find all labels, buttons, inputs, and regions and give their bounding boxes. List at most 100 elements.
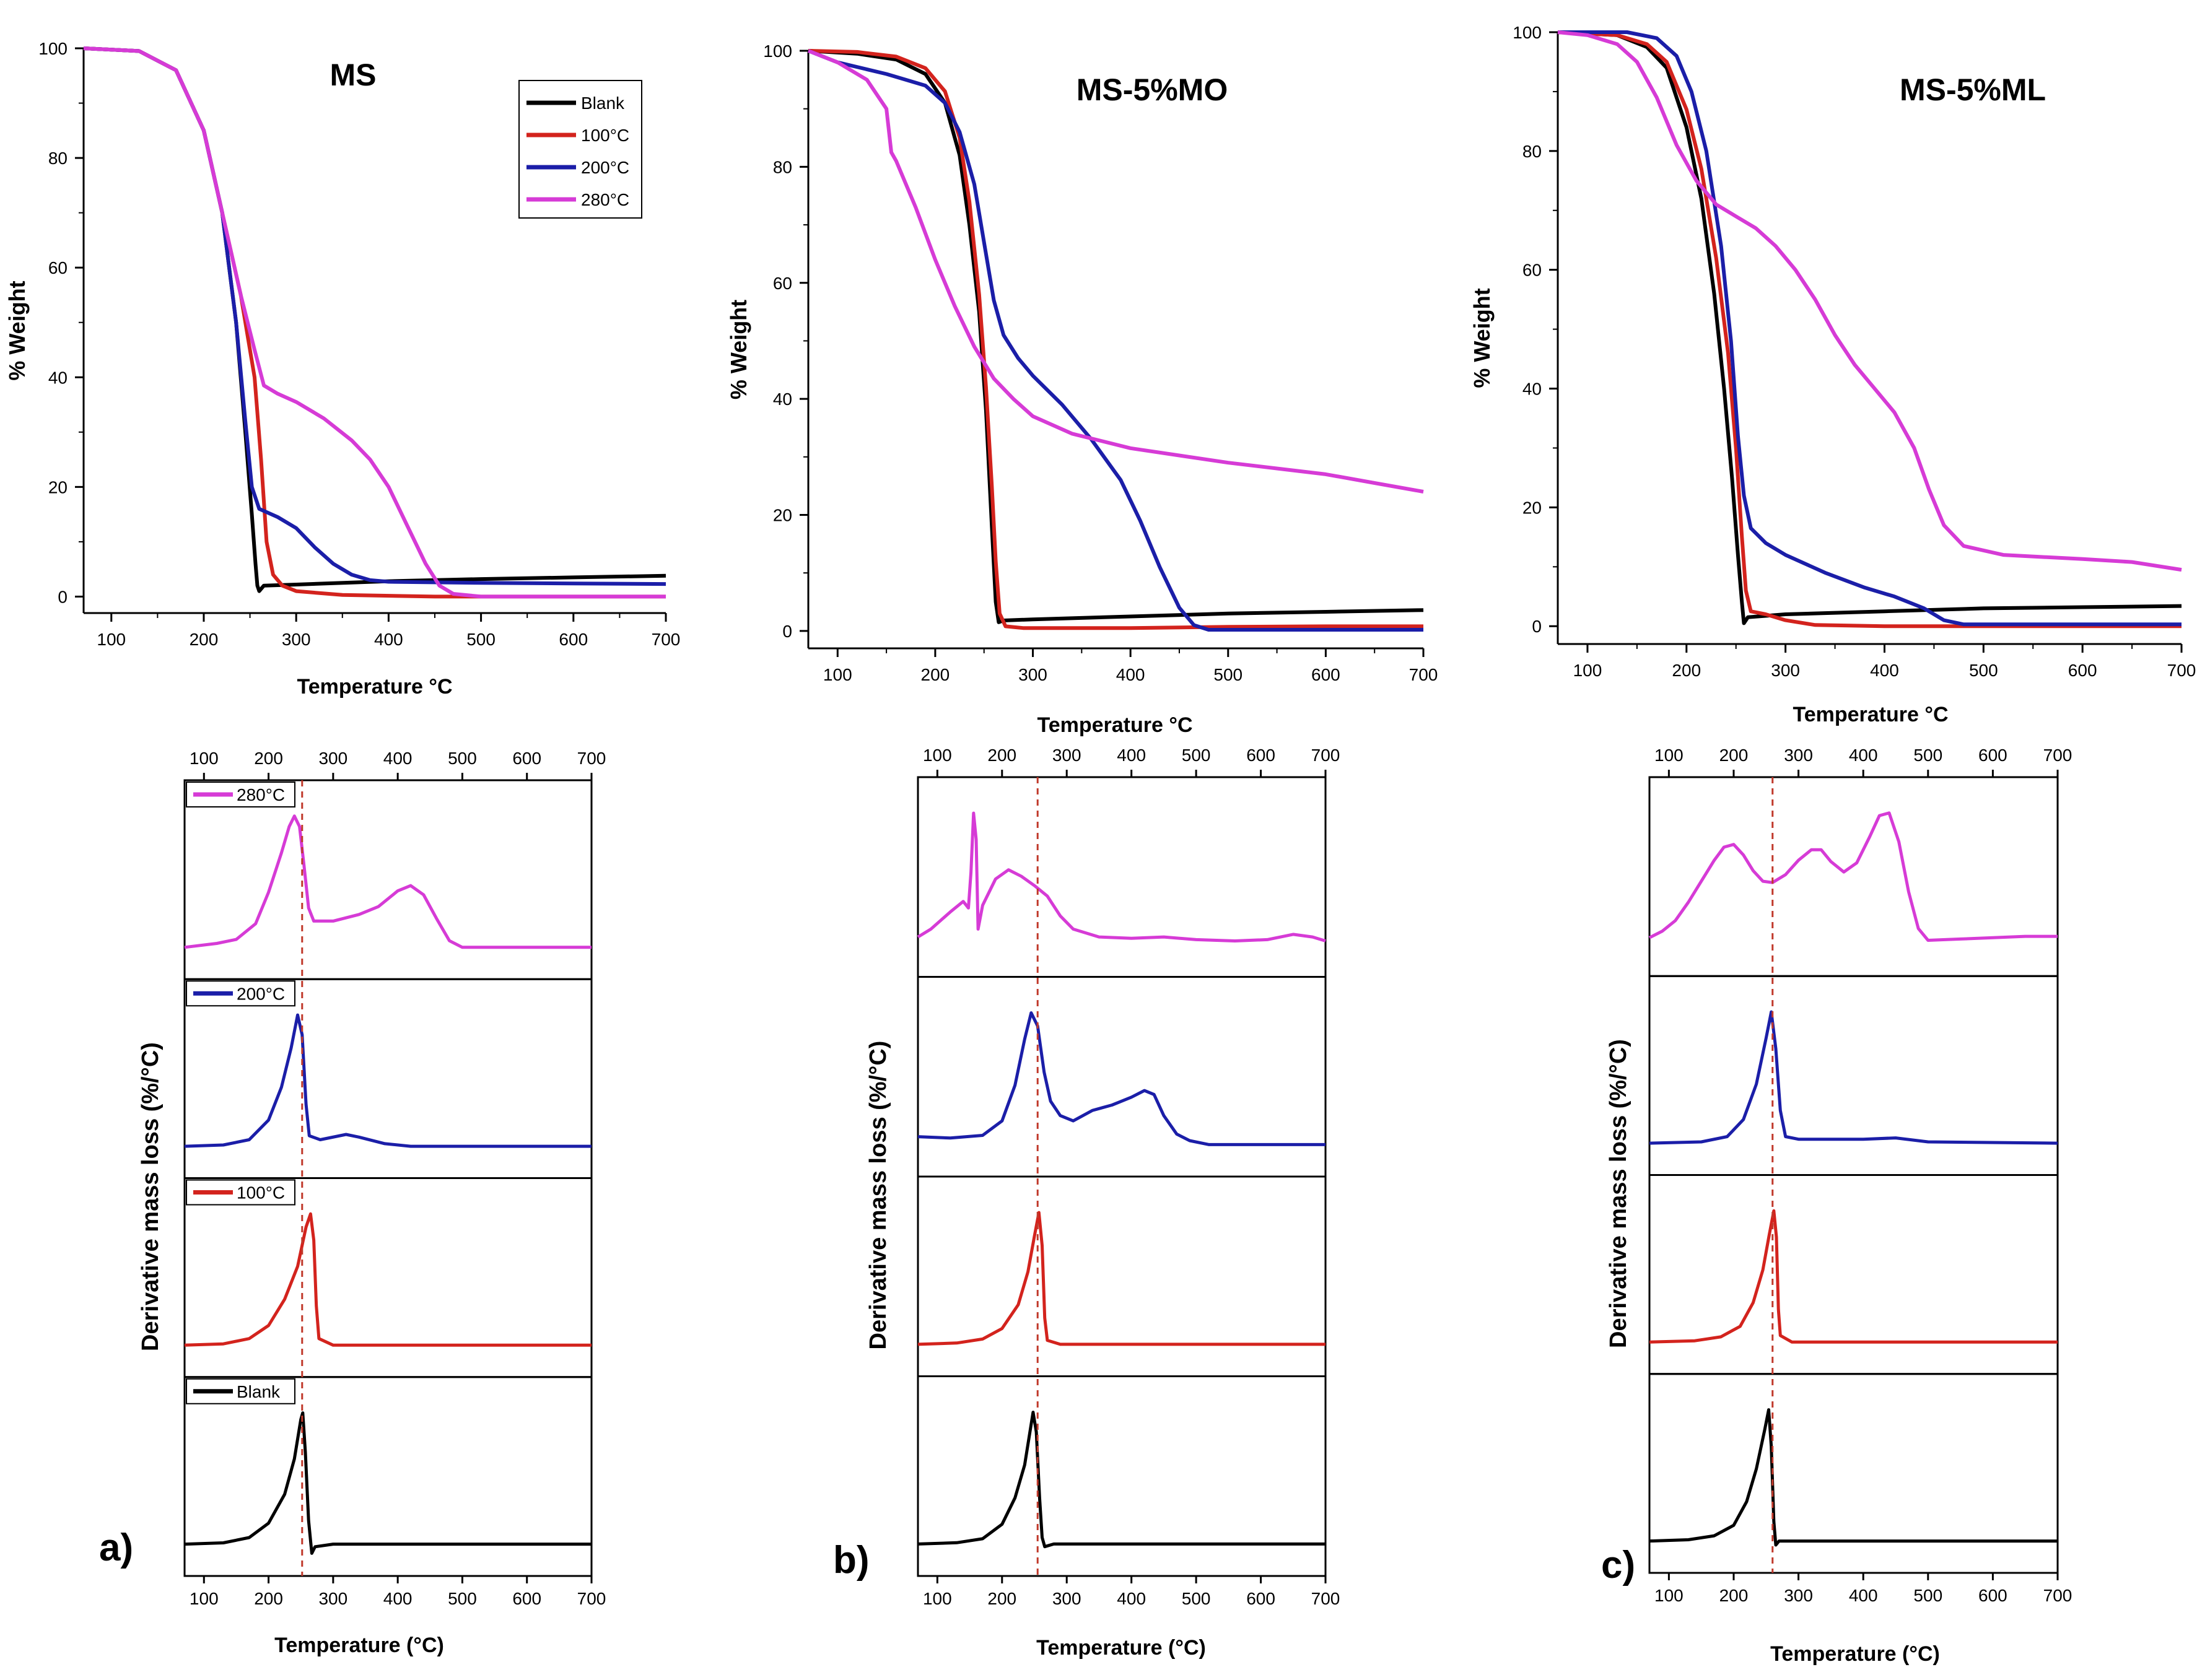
x-tick-label: 100 — [923, 1589, 952, 1608]
x-tick-label: 100 — [823, 665, 852, 684]
y-axis-label: % Weight — [4, 281, 30, 380]
x-tick-label: 300 — [1771, 661, 1800, 680]
dtg-curve-blank — [184, 1411, 592, 1555]
x-tick-label: 500 — [1969, 661, 1998, 680]
x-tick-label: 600 — [512, 1589, 541, 1608]
x-tick-label: 600 — [1978, 1586, 2007, 1605]
subpanel-frame — [1648, 975, 2059, 1176]
panel-legend-100c: 100°C — [186, 1179, 295, 1206]
top-tick-label: 700 — [2043, 746, 2072, 765]
y-tick-label: 20 — [1522, 498, 1542, 517]
x-tick-label: 600 — [559, 630, 588, 649]
tga_mo-plot: 100 200 300 400 500 600 700 0 20 40 60 80 100 MS-5%MO… — [726, 41, 1438, 737]
y-axis-label: % Weight — [1469, 288, 1495, 388]
panel-legend-200c: 200°C — [186, 980, 295, 1007]
top-tick-label: 400 — [383, 749, 413, 768]
top-tick-label: 400 — [1117, 746, 1146, 765]
x-tick-label: 500 — [448, 1589, 477, 1608]
top-tick-label: 300 — [1784, 746, 1813, 765]
top-tick-label: 700 — [577, 749, 606, 768]
y-tick-label: 40 — [48, 368, 68, 387]
x-tick-label: 400 — [1870, 661, 1899, 680]
x-axis-label: Temperature °C — [1793, 703, 1948, 726]
y-tick-label: 0 — [782, 622, 792, 641]
x-tick-label: 400 — [374, 630, 403, 649]
x-tick-label: 100 — [97, 630, 126, 649]
y-axis-label: Derivative mass loss (%/°C) — [138, 1042, 164, 1351]
x-tick-label: 400 — [1116, 665, 1145, 684]
subpanel-frame — [917, 776, 1327, 978]
series-line-280c — [1557, 30, 2182, 572]
legend: Blank 100°C 200°C 280°C — [518, 80, 642, 219]
subpanel-100c — [183, 1177, 593, 1378]
y-tick-label: 80 — [1522, 142, 1542, 161]
subpanel-frame — [183, 978, 593, 1179]
x-tick-label: 600 — [1311, 665, 1340, 684]
chart-title: MS-5%ML — [1900, 72, 2046, 107]
x-tick-label: 100 — [1654, 1586, 1684, 1605]
y-tick-label: 60 — [48, 258, 68, 277]
panel-label: b) — [833, 1539, 870, 1582]
panel-label: a) — [99, 1526, 133, 1569]
subpanel-280c — [917, 776, 1327, 978]
series-line-100c — [808, 49, 1423, 630]
x-tick-label: 200 — [254, 1589, 283, 1608]
top-tick-label: 600 — [1978, 746, 2007, 765]
subpanel-frame — [917, 1375, 1327, 1577]
top-tick-label: 500 — [1182, 746, 1211, 765]
x-tick-label: 500 — [466, 630, 496, 649]
x-tick-label: 400 — [383, 1589, 413, 1608]
dtg-curve-blank — [917, 1411, 1326, 1549]
subpanel-blank — [917, 1375, 1327, 1577]
panel-legend-280c: 280°C — [186, 781, 295, 807]
subpanel-blank — [1648, 1373, 2059, 1574]
legend-label-280c: 280°C — [581, 190, 629, 209]
legend-label-200c: 200°C — [581, 158, 629, 177]
subpanel-200c — [1648, 975, 2059, 1176]
dtg-curve-blank — [1649, 1408, 2058, 1547]
panel-legend-label: 280°C — [237, 785, 285, 804]
subpanel-frame — [183, 779, 593, 980]
series-line-280c — [83, 46, 666, 599]
panel-legend-label: Blank — [237, 1382, 281, 1401]
x-axis-label: Temperature (°C) — [274, 1634, 444, 1657]
x-tick-label: 700 — [1409, 665, 1438, 684]
y-tick-label: 60 — [773, 274, 792, 293]
y-tick-label: 0 — [1532, 617, 1542, 636]
x-tick-label: 200 — [190, 630, 219, 649]
top-tick-label: 500 — [1913, 746, 1942, 765]
dtg_ml-plot: 100 100 200 200 300 300 400 400 500 500 600 600 700 7… — [1605, 746, 2072, 1666]
x-tick-label: 300 — [318, 1589, 347, 1608]
dtg-curve-100c — [184, 1212, 592, 1347]
series-line-100c — [1557, 30, 2182, 629]
dtg-curve-280c — [917, 811, 1326, 942]
series-line-blank — [1557, 30, 2182, 625]
top-tick-label: 200 — [254, 749, 283, 768]
subpanel-frame — [917, 1175, 1327, 1377]
x-tick-label: 300 — [1018, 665, 1047, 684]
x-tick-label: 700 — [652, 630, 681, 649]
x-tick-label: 300 — [1052, 1589, 1081, 1608]
dtg-curve-280c — [184, 814, 592, 949]
top-tick-label: 100 — [923, 746, 952, 765]
x-tick-label: 400 — [1117, 1589, 1146, 1608]
tga_ml-plot: 100 200 300 400 500 600 700 0 20 40 60 80 100 MS-5%ML… — [1469, 23, 2196, 726]
series-line-200c — [807, 49, 1423, 632]
series-line-blank — [808, 49, 1424, 624]
x-tick-label: 700 — [1311, 1589, 1340, 1608]
x-tick-label: 500 — [1213, 665, 1243, 684]
x-tick-label: 700 — [2167, 661, 2196, 680]
x-tick-label: 700 — [2043, 1586, 2072, 1605]
y-tick-label: 20 — [48, 477, 68, 497]
y-tick-label: 100 — [38, 39, 68, 58]
top-tick-label: 300 — [1052, 746, 1081, 765]
x-tick-label: 600 — [2068, 661, 2097, 680]
panel-legend-label: 200°C — [237, 984, 285, 1003]
subpanel-100c — [917, 1175, 1327, 1377]
top-tick-label: 700 — [1311, 746, 1340, 765]
dtg-curve-200c — [917, 1011, 1326, 1146]
legend-label-100c: 100°C — [581, 126, 629, 145]
x-tick-label: 200 — [921, 665, 950, 684]
top-tick-label: 200 — [987, 746, 1016, 765]
